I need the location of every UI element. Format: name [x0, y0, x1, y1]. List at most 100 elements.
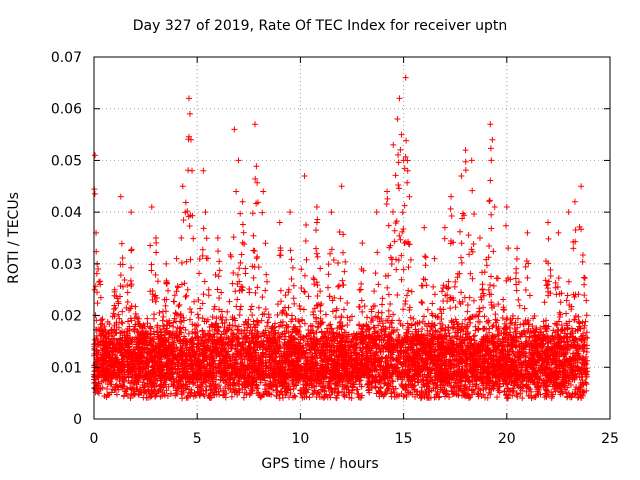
data-point [128, 282, 135, 289]
grid-lines [94, 57, 610, 419]
data-point [488, 211, 495, 218]
data-point [94, 300, 101, 307]
data-point [110, 310, 117, 317]
data-point [581, 322, 588, 329]
data-point [224, 308, 231, 315]
data-point [201, 278, 208, 285]
data-point [203, 235, 210, 242]
data-point [185, 167, 192, 174]
data-point [290, 282, 297, 289]
data-point [487, 177, 494, 184]
data-point [563, 389, 570, 396]
data-point [298, 266, 305, 273]
data-point [312, 227, 319, 234]
data-point [583, 297, 590, 304]
data-point [306, 394, 313, 401]
data-point [418, 298, 425, 305]
data-point [339, 323, 346, 330]
data-point [162, 308, 169, 315]
data-point [262, 306, 269, 313]
data-point [581, 292, 588, 299]
data-point [458, 289, 465, 296]
data-point [278, 298, 285, 305]
data-point [200, 291, 207, 298]
data-point [410, 315, 417, 322]
data-point [239, 239, 246, 246]
data-point [421, 253, 428, 260]
data-point [464, 302, 471, 309]
data-point [572, 312, 579, 319]
data-point [173, 389, 180, 396]
data-point [563, 310, 570, 317]
data-point [322, 311, 329, 318]
data-point [524, 274, 531, 281]
data-point [486, 197, 493, 204]
data-point [234, 296, 241, 303]
data-point [218, 289, 225, 296]
data-point [188, 309, 195, 316]
data-point [317, 288, 324, 295]
data-point [391, 238, 398, 245]
data-point [162, 302, 169, 309]
data-point [399, 209, 406, 216]
data-point [297, 305, 304, 312]
data-point [583, 329, 590, 336]
data-point [488, 291, 495, 298]
data-point [226, 298, 233, 305]
data-point [182, 293, 189, 300]
data-point [547, 266, 554, 273]
data-point [152, 298, 159, 305]
data-point [95, 278, 102, 285]
data-point [447, 205, 454, 212]
data-point [409, 391, 416, 398]
data-point [340, 249, 347, 256]
data-point [401, 202, 408, 209]
data-point [283, 312, 290, 319]
data-point [521, 305, 528, 312]
data-point [287, 247, 294, 254]
data-point [113, 319, 120, 326]
data-point [372, 384, 379, 391]
data-point [480, 304, 487, 311]
data-point [570, 245, 577, 252]
data-point [165, 287, 172, 294]
data-point [196, 270, 203, 277]
data-point [500, 296, 507, 303]
data-point [148, 261, 155, 268]
data-point [344, 322, 351, 329]
data-point [430, 283, 437, 290]
data-point [127, 277, 134, 284]
data-point [361, 303, 368, 310]
data-point [451, 283, 458, 290]
data-point [385, 291, 392, 298]
data-point [340, 306, 347, 313]
data-point [118, 240, 125, 247]
data-point [403, 292, 410, 299]
data-point [356, 286, 363, 293]
data-point [457, 228, 464, 235]
data-point [372, 313, 379, 320]
data-point [555, 318, 562, 325]
data-point [277, 287, 284, 294]
data-point [303, 256, 310, 263]
data-point [263, 271, 270, 278]
data-point [233, 303, 240, 310]
data-point [91, 190, 98, 197]
data-point [397, 236, 404, 243]
data-point [543, 282, 550, 289]
data-point [396, 317, 403, 324]
data-point [502, 222, 509, 229]
data-point [265, 319, 272, 326]
data-point [119, 255, 126, 262]
data-point [422, 262, 429, 269]
data-point [334, 259, 341, 266]
data-point [117, 272, 124, 279]
data-point [356, 321, 363, 328]
data-point [241, 241, 248, 248]
data-point [199, 252, 206, 259]
data-point [555, 274, 562, 281]
data-point [152, 271, 159, 278]
data-point [405, 287, 412, 294]
data-point [423, 282, 430, 289]
data-point [182, 199, 189, 206]
